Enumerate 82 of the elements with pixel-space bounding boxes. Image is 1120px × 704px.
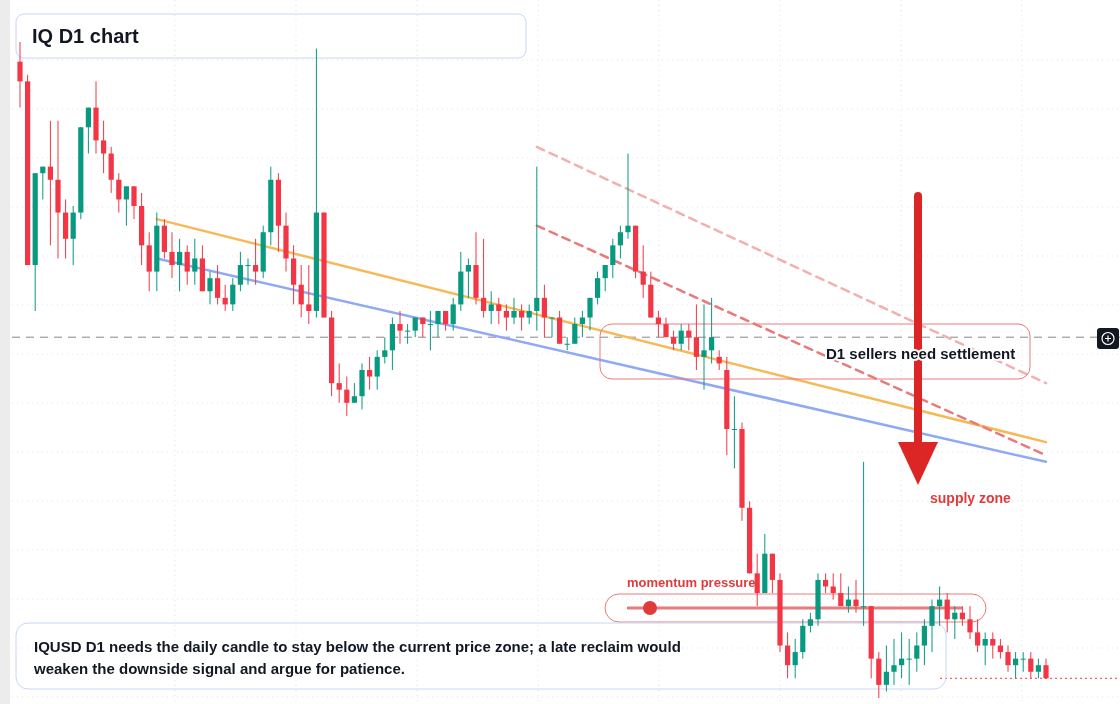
candlestick bbox=[701, 303, 707, 391]
candlestick bbox=[192, 238, 198, 286]
candlestick bbox=[405, 323, 411, 345]
candlestick bbox=[830, 572, 836, 601]
candlestick bbox=[215, 264, 221, 305]
candlestick bbox=[503, 303, 509, 332]
candlestick bbox=[625, 153, 631, 240]
candlestick bbox=[237, 251, 243, 292]
candlestick bbox=[990, 631, 996, 660]
candlestick bbox=[853, 579, 859, 614]
candlestick bbox=[207, 271, 213, 305]
candlestick bbox=[397, 310, 403, 345]
candlestick bbox=[306, 264, 312, 325]
candlestick bbox=[382, 336, 388, 364]
candlestick bbox=[465, 257, 471, 299]
candlestick bbox=[785, 631, 791, 679]
candlestick bbox=[298, 264, 304, 319]
candlestick bbox=[906, 638, 912, 686]
candlestick bbox=[693, 303, 699, 371]
candlestick bbox=[367, 356, 373, 391]
candlestick bbox=[169, 231, 175, 279]
candlestick bbox=[17, 41, 23, 109]
candlestick bbox=[116, 172, 122, 214]
candlestick bbox=[541, 284, 547, 338]
candlestick bbox=[47, 120, 53, 246]
candlestick bbox=[184, 244, 190, 286]
candlestick bbox=[374, 349, 380, 391]
candlestick bbox=[253, 238, 259, 286]
candlestick bbox=[883, 645, 889, 692]
candlestick bbox=[572, 317, 578, 345]
candlestick bbox=[131, 185, 137, 220]
annotation: IQUSD D1 needs the daily candle to stay below the current price zone; a late reclaim would weaken the downside signal and argue for patience. bbox=[33, 638, 681, 677]
candlestick bbox=[929, 599, 935, 653]
candlestick bbox=[336, 362, 342, 404]
candlestick bbox=[245, 257, 251, 286]
candlestick bbox=[1020, 651, 1026, 673]
candlestick bbox=[861, 461, 867, 627]
candlestick bbox=[481, 238, 487, 319]
candlestick bbox=[496, 297, 502, 325]
candlestick bbox=[807, 612, 813, 633]
candlestick bbox=[678, 323, 684, 351]
candlestick bbox=[792, 638, 798, 679]
candlestick bbox=[982, 631, 988, 666]
candlestick bbox=[534, 166, 540, 332]
candlestick bbox=[1005, 645, 1011, 673]
candlestick bbox=[177, 238, 183, 292]
candlestick bbox=[838, 572, 844, 607]
candlestick bbox=[921, 618, 927, 666]
candlestick bbox=[1035, 658, 1041, 679]
candlestick bbox=[230, 277, 236, 312]
candlestick bbox=[754, 553, 760, 607]
candlestick bbox=[671, 330, 677, 351]
candlestick bbox=[101, 120, 107, 174]
candlestick bbox=[427, 310, 433, 351]
candlestick bbox=[602, 264, 608, 292]
candlestick bbox=[914, 631, 920, 673]
candlestick bbox=[488, 290, 494, 325]
candlestick bbox=[891, 638, 897, 686]
candlestick bbox=[595, 271, 601, 305]
candlestick bbox=[709, 297, 715, 364]
candlestick bbox=[85, 107, 91, 155]
candlestick bbox=[519, 303, 525, 332]
candlestick bbox=[617, 225, 623, 259]
candlestick bbox=[731, 395, 737, 469]
candlestick bbox=[944, 592, 950, 633]
candlestick bbox=[450, 297, 456, 332]
candlestick bbox=[344, 376, 350, 417]
candlestick bbox=[526, 303, 532, 325]
chart-title: IQ D1 chart bbox=[32, 25, 140, 47]
candlestick bbox=[564, 336, 570, 351]
candlestick bbox=[549, 317, 555, 338]
candlestick bbox=[640, 244, 646, 299]
candlestick bbox=[610, 238, 616, 279]
candlestick bbox=[435, 310, 441, 338]
candlestick bbox=[587, 297, 593, 332]
candlestick bbox=[351, 382, 357, 404]
annotation: momentum pressure bbox=[627, 575, 756, 590]
candlestick bbox=[975, 618, 981, 653]
candlestick bbox=[967, 605, 973, 640]
candlestick bbox=[511, 297, 517, 325]
candlestick bbox=[123, 185, 129, 227]
annotation: supply zone bbox=[930, 490, 1012, 506]
